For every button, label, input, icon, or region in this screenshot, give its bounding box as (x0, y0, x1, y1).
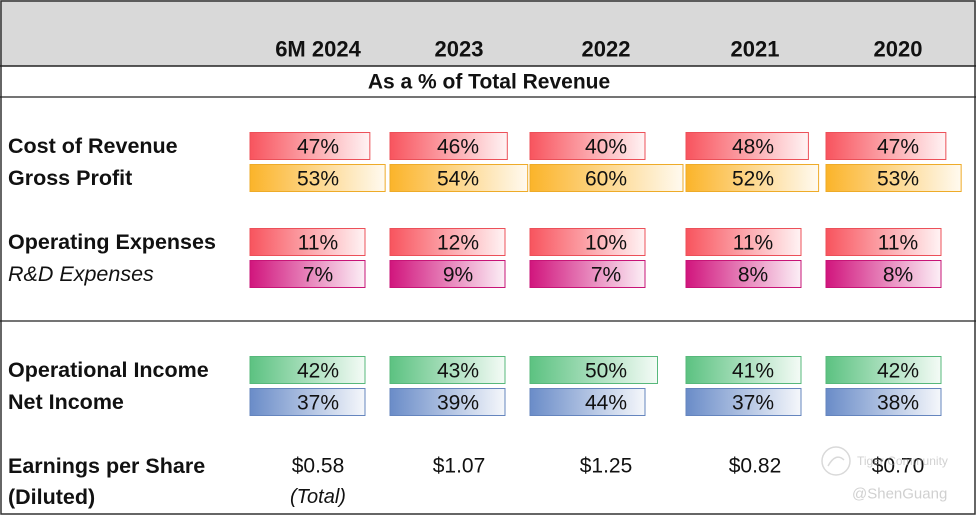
watermark-logo-icon (821, 446, 851, 476)
column-header-4: 2020 (874, 37, 923, 62)
eps-value-4: $0.70 (872, 455, 925, 478)
bar-label-2-1: 12% (437, 232, 479, 255)
eps-note: (Total) (290, 486, 346, 508)
bar-label-0-2: 40% (585, 136, 627, 159)
bar-0-2 (529, 132, 646, 160)
bar-label-5-4: 38% (877, 392, 919, 415)
bar-label-4-2: 50% (585, 360, 627, 383)
bar-label-0-0: 47% (297, 136, 339, 159)
bar-label-5-3: 37% (732, 392, 774, 415)
watermark: Tiger Community @ShenGuang (821, 446, 948, 503)
bar-label-1-3: 52% (732, 168, 774, 191)
bar-5-2 (529, 388, 646, 416)
bar-label-2-4: 11% (878, 232, 918, 255)
row-label-1: Gross Profit (8, 166, 132, 190)
bar-label-0-1: 46% (437, 136, 479, 159)
bar-4-1 (389, 356, 506, 384)
bar-1-1 (389, 164, 529, 192)
bar-0-0 (249, 132, 371, 160)
bar-5-0 (249, 388, 366, 416)
bar-label-5-0: 37% (297, 392, 339, 415)
column-header-2: 2022 (582, 37, 631, 62)
bar-label-4-4: 42% (877, 360, 919, 383)
bar-label-0-3: 48% (732, 136, 774, 159)
bar-label-1-2: 60% (585, 168, 627, 191)
bar-label-5-2: 44% (585, 392, 627, 415)
header-band (0, 0, 976, 66)
column-header-3: 2021 (731, 37, 780, 62)
bar-1-3 (685, 164, 820, 192)
eps-label-line2: (Diluted) (8, 485, 95, 509)
column-header-0: 6M 2024 (275, 37, 361, 62)
bar-label-1-1: 54% (437, 168, 479, 191)
bar-label-2-3: 11% (733, 232, 773, 255)
bar-3-0 (249, 260, 366, 288)
bar-0-3 (685, 132, 809, 160)
bar-label-2-0: 11% (298, 232, 338, 255)
eps-value-2: $1.25 (580, 455, 633, 478)
bar-label-3-0: 7% (303, 264, 333, 287)
bar-3-2 (529, 260, 646, 288)
eps-label-line1: Earnings per Share (8, 454, 205, 478)
row-label-4: Operational Income (8, 358, 209, 382)
bar-5-1 (389, 388, 506, 416)
bar-2-0 (249, 228, 366, 256)
bar-label-1-4: 53% (877, 168, 919, 191)
eps-value-1: $1.07 (433, 455, 486, 478)
watermark-logo-mark-icon (827, 456, 845, 467)
row-label-5: Net Income (8, 390, 124, 414)
eps-value-3: $0.82 (729, 455, 782, 478)
bar-4-4 (825, 356, 942, 384)
bar-label-3-3: 8% (738, 264, 768, 287)
bar-4-3 (685, 356, 802, 384)
bar-label-3-2: 7% (591, 264, 621, 287)
bar-label-5-1: 39% (437, 392, 479, 415)
bar-4-2 (529, 356, 658, 384)
bar-0-1 (389, 132, 508, 160)
column-header-1: 2023 (435, 37, 484, 62)
bar-2-4 (825, 228, 942, 256)
bar-label-4-1: 43% (437, 360, 479, 383)
bar-3-1 (389, 260, 506, 288)
bar-label-3-4: 8% (883, 264, 913, 287)
bar-1-2 (529, 164, 684, 192)
bar-label-2-2: 10% (585, 232, 627, 255)
bar-1-4 (825, 164, 962, 192)
eps-value-0: $0.58 (292, 455, 345, 478)
bar-5-3 (685, 388, 802, 416)
bar-2-3 (685, 228, 802, 256)
watermark-line2: @ShenGuang (852, 486, 947, 503)
bar-3-3 (685, 260, 802, 288)
bar-label-3-1: 9% (443, 264, 473, 287)
bar-4-0 (249, 356, 366, 384)
bar-label-0-4: 47% (877, 136, 919, 159)
table-subtitle: As a % of Total Revenue (368, 71, 610, 94)
row-label-3: R&D Expenses (8, 262, 154, 286)
bar-label-4-0: 42% (297, 360, 339, 383)
watermark-line1: Tiger Community (857, 454, 948, 468)
bar-2-1 (389, 228, 506, 256)
bar-3-4 (825, 260, 942, 288)
row-label-0: Cost of Revenue (8, 134, 178, 158)
bar-2-2 (529, 228, 646, 256)
bar-5-4 (825, 388, 942, 416)
bar-1-0 (249, 164, 386, 192)
bar-label-4-3: 41% (732, 360, 774, 383)
row-label-2: Operating Expenses (8, 230, 216, 254)
bar-label-1-0: 53% (297, 168, 339, 191)
bar-0-4 (825, 132, 947, 160)
